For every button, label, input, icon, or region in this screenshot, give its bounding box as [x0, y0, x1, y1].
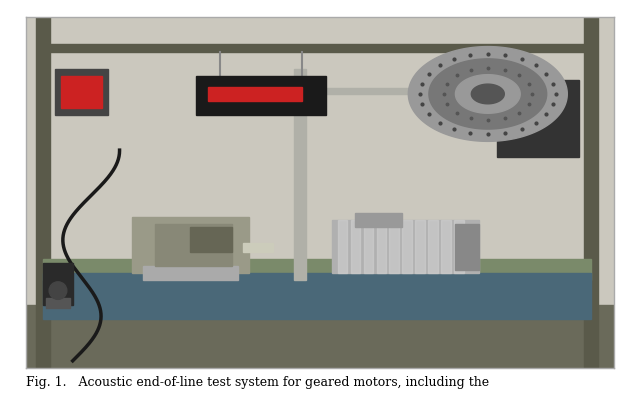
Bar: [403, 220, 412, 273]
Bar: [294, 88, 500, 94]
Bar: [294, 69, 307, 280]
Bar: [338, 220, 347, 273]
Bar: [44, 273, 591, 319]
Bar: [482, 90, 493, 129]
Bar: [364, 220, 373, 273]
Bar: [36, 17, 51, 368]
Bar: [355, 213, 403, 227]
Bar: [46, 298, 70, 308]
Polygon shape: [471, 84, 504, 104]
Bar: [390, 220, 399, 273]
Bar: [26, 305, 614, 368]
Bar: [442, 220, 451, 273]
Polygon shape: [429, 59, 547, 129]
Text: Fig. 1.   Acoustic end-of-line test system for geared motors, including the: Fig. 1. Acoustic end-of-line test system…: [26, 376, 489, 389]
Bar: [376, 220, 386, 273]
Bar: [44, 263, 73, 305]
Bar: [44, 44, 591, 52]
Bar: [191, 227, 232, 252]
Bar: [497, 80, 579, 157]
Ellipse shape: [49, 282, 67, 299]
Bar: [132, 217, 250, 273]
Bar: [454, 220, 463, 273]
Bar: [61, 76, 102, 108]
Bar: [332, 220, 479, 273]
Polygon shape: [456, 75, 520, 113]
Bar: [351, 220, 360, 273]
Bar: [584, 17, 598, 368]
Bar: [55, 69, 108, 115]
Bar: [243, 243, 273, 252]
Bar: [44, 259, 591, 280]
Bar: [143, 266, 237, 280]
Bar: [428, 220, 438, 273]
Bar: [415, 220, 425, 273]
Polygon shape: [408, 46, 567, 141]
Bar: [196, 76, 326, 115]
Bar: [208, 87, 302, 101]
Bar: [155, 224, 232, 266]
Bar: [456, 224, 479, 270]
